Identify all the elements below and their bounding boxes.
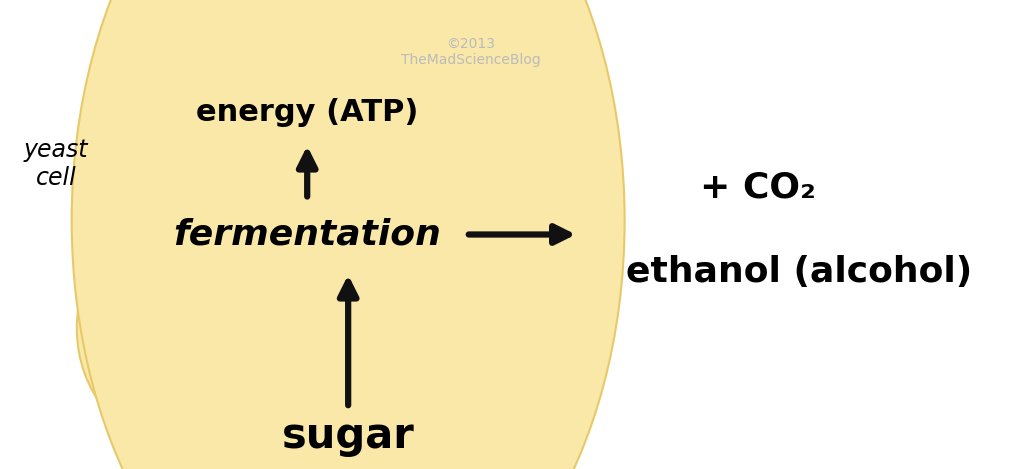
Text: yeast
cell: yeast cell (25, 138, 88, 190)
Text: + CO₂: + CO₂ (699, 171, 816, 204)
Ellipse shape (72, 0, 625, 469)
Ellipse shape (77, 211, 282, 446)
Text: ethanol (alcohol): ethanol (alcohol) (626, 255, 972, 289)
Text: sugar: sugar (282, 415, 415, 457)
Text: fermentation: fermentation (173, 218, 441, 251)
Text: energy (ATP): energy (ATP) (196, 98, 419, 127)
Text: ©2013
TheMadScienceBlog: ©2013 TheMadScienceBlog (401, 37, 541, 67)
